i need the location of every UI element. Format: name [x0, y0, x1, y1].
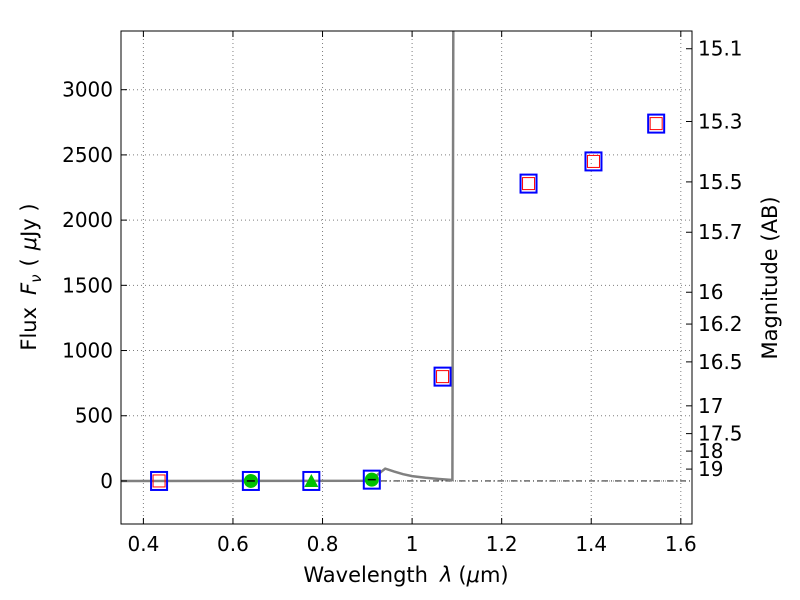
y-tick-label: 2000 [62, 208, 113, 232]
x-axis-label: Wavelength λ (μm) [303, 563, 508, 587]
upper-limit-square [522, 177, 536, 191]
y-tick-label: 500 [75, 404, 113, 428]
y-tick-label: 2500 [62, 143, 113, 167]
y-axis-ticks: 0 500 1000 1500 2000 2500 3000 [62, 78, 127, 493]
y-tick-label: 0 [100, 469, 113, 493]
magnitude-tick-label: 16.5 [698, 350, 743, 374]
magnitude-tick-label: 16 [698, 280, 723, 304]
upper-limit-square [649, 117, 663, 131]
plot-frame [120, 30, 693, 525]
upper-limit-square [586, 154, 600, 168]
magnitude-tick-label: 15.1 [698, 37, 743, 61]
magnitude-axis-label: Magnitude (AB) [758, 196, 782, 359]
magnitude-tick-label: 18 [698, 439, 723, 463]
model-sed-curve [120, 30, 455, 483]
model-photometry-square [302, 470, 321, 491]
upper-limit-square [152, 474, 166, 488]
x-tick-label: 1.2 [486, 532, 518, 556]
model-photometry-square [647, 113, 666, 134]
magnitude-tick-label: 17 [698, 394, 723, 418]
y-axis-label: FluxFν(μJy ) [17, 203, 45, 350]
x-tick-label: 1.6 [665, 532, 697, 556]
x-tick-label: 1.4 [575, 532, 607, 556]
magnitude-tick-label: 15.3 [698, 110, 743, 134]
model-photometry-square [241, 470, 260, 491]
x-axis-ticks: 0.4 0.6 0.8 1 1.2 1.4 1.6 [127, 31, 697, 556]
y-tick-label: 1000 [62, 339, 113, 363]
model-photometry-square [519, 173, 538, 194]
x-tick-label: 0.6 [217, 532, 249, 556]
upper-limit-square [436, 370, 450, 384]
x-tick-label: 0.4 [127, 532, 159, 556]
magnitude-tick-label: 15.5 [698, 170, 743, 194]
magnitude-tick-label: 17.5 [698, 422, 743, 446]
y-tick-label: 1500 [62, 273, 113, 297]
model-photometry-square [584, 151, 603, 172]
x-tick-label: 0.8 [307, 532, 339, 556]
model-photometry-square [150, 470, 169, 491]
magnitude-tick-label: 15.7 [698, 220, 743, 244]
y-tick-label: 3000 [62, 78, 113, 102]
magnitude-tick-label: 19 [698, 457, 723, 481]
observed-triangle [304, 473, 319, 487]
x-tick-label: 1 [406, 532, 419, 556]
model-photometry-square [362, 469, 381, 490]
data-points [150, 113, 666, 491]
model-photometry-square [433, 366, 452, 387]
grid-lines [121, 31, 692, 524]
magnitude-tick-label: 16.2 [698, 312, 743, 336]
model-sed-line [120, 30, 455, 483]
